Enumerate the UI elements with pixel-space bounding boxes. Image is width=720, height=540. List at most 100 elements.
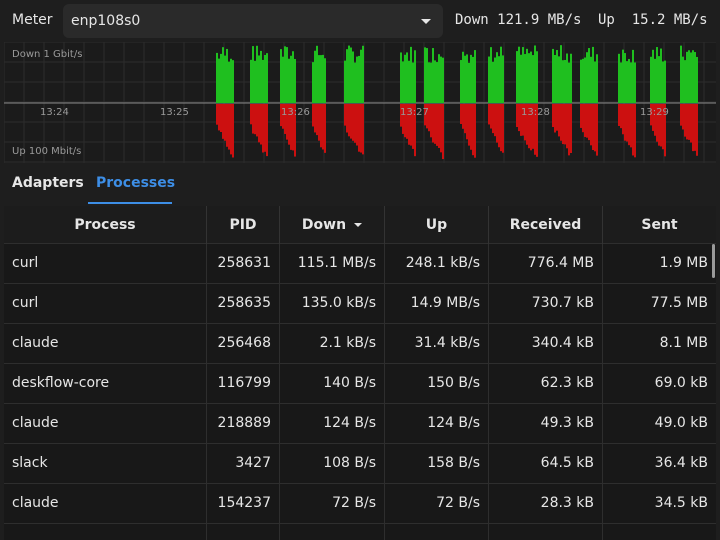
download-bar: [490, 47, 492, 103]
upload-bar: [292, 104, 294, 151]
cell-sent: 69.0 kB: [654, 375, 708, 391]
cell-process: claude: [4, 324, 207, 364]
download-bar: [662, 61, 664, 103]
download-bar: [440, 56, 442, 103]
table-row[interactable]: claude 154237 72 B/s 72 B/s 28.3 kB 34.5…: [4, 484, 716, 524]
cell-pid: 218889: [207, 404, 280, 444]
download-bar: [562, 60, 564, 103]
upload-bar: [582, 104, 584, 133]
upload-bar: [584, 104, 586, 137]
upload-bar: [634, 104, 636, 158]
download-bar: [516, 51, 518, 103]
upload-bar: [594, 104, 596, 152]
cell-down: 124 B/s: [280, 404, 385, 444]
interface-select[interactable]: enp108s0: [63, 4, 443, 38]
upload-bar: [664, 104, 666, 157]
upload-bar: [222, 104, 224, 139]
tab-adapters[interactable]: Adapters: [12, 175, 84, 191]
cell-up: 72 B/s: [385, 484, 489, 524]
upload-bar: [536, 104, 538, 157]
cell-sent: 77.5 MB: [650, 295, 708, 311]
download-bar: [424, 47, 426, 103]
download-bar: [624, 53, 626, 103]
column-header-label: PID: [229, 217, 257, 233]
upload-bar: [686, 104, 688, 140]
upload-bar: [472, 104, 474, 156]
upload-bar: [324, 104, 326, 153]
download-bar: [468, 62, 470, 103]
upload-bar: [412, 104, 414, 149]
cell-pid: 116799: [207, 364, 280, 404]
download-bar: [406, 52, 408, 103]
column-header-up[interactable]: Up: [385, 206, 489, 244]
download-bar: [584, 57, 586, 103]
table-row[interactable]: claude 256468 2.1 kB/s 31.4 kB/s 340.4 k…: [4, 324, 716, 364]
download-bar: [580, 59, 582, 103]
table-row[interactable]: slack 3427 108 B/s 158 B/s 64.5 kB 36.4 …: [4, 444, 716, 484]
cell-up: [385, 524, 489, 540]
upload-bar: [592, 104, 594, 150]
cell-received: 62.3 kB: [489, 364, 603, 404]
download-bar: [318, 55, 320, 103]
upload-bar: [624, 104, 626, 141]
column-header-received[interactable]: Received: [489, 206, 603, 244]
cell-sent: 8.1 MB: [659, 335, 708, 351]
download-bar: [354, 62, 356, 103]
column-header-label: Process: [74, 217, 136, 233]
download-bar: [622, 49, 624, 103]
column-header-pid[interactable]: PID: [207, 206, 280, 244]
tab-processes[interactable]: Processes: [96, 175, 176, 191]
table-row[interactable]: claude 218889 124 B/s 124 B/s 49.3 kB 49…: [4, 404, 716, 444]
upload-bar: [654, 104, 656, 136]
download-bar: [322, 54, 324, 103]
column-header-process[interactable]: Process: [4, 206, 207, 244]
download-bar: [426, 48, 428, 103]
download-bar: [256, 45, 258, 103]
download-bar: [228, 61, 230, 103]
upload-bar: [498, 104, 500, 148]
chevron-down-icon: [421, 19, 431, 24]
upload-bar: [528, 104, 530, 149]
download-bar: [520, 54, 522, 103]
column-header-sent[interactable]: Sent: [603, 206, 716, 244]
upload-bar: [284, 104, 286, 134]
download-bar: [222, 47, 224, 103]
upload-bar: [560, 104, 562, 141]
upload-bar: [254, 104, 256, 135]
table-row[interactable]: curl 258635 135.0 kB/s 14.9 MB/s 730.7 k…: [4, 284, 716, 324]
cell-down: 72 B/s: [280, 484, 385, 524]
time-label: 13:24: [40, 107, 69, 118]
upload-bar: [346, 104, 348, 133]
download-bar: [656, 47, 658, 103]
download-bar: [474, 50, 476, 103]
download-bar: [650, 56, 652, 103]
column-header-down[interactable]: Down: [280, 206, 385, 244]
upload-bar: [488, 104, 490, 125]
table-scrollbar[interactable]: [712, 244, 715, 278]
upload-bar: [522, 104, 524, 136]
download-bar: [652, 49, 654, 103]
table-row[interactable]: curl 258631 115.1 MB/s 248.1 kB/s 776.4 …: [4, 244, 716, 284]
table-row[interactable]: deskflow-core 116799 140 B/s 150 B/s 62.…: [4, 364, 716, 404]
download-bar: [362, 45, 364, 103]
upload-bar: [660, 104, 662, 147]
upload-bar: [620, 104, 622, 129]
time-label: 13:27: [400, 107, 429, 118]
upload-bar: [684, 104, 686, 137]
column-header-label: Sent: [641, 217, 678, 233]
view-tabs: Adapters Processes: [0, 163, 720, 204]
table-row-partial[interactable]: [4, 524, 716, 540]
upload-bar: [650, 104, 652, 126]
upload-bar: [690, 104, 692, 143]
active-tab-indicator: [88, 202, 172, 204]
cell-process: [4, 524, 207, 540]
upload-bar: [694, 104, 696, 151]
download-bar: [594, 61, 596, 103]
download-bar: [250, 59, 252, 103]
upload-bar: [312, 104, 314, 127]
upload-bar: [256, 104, 258, 137]
upload-bar: [520, 104, 522, 136]
upload-bar: [232, 104, 234, 158]
sort-descending-icon: [354, 223, 363, 227]
cell-process: claude: [4, 404, 207, 444]
